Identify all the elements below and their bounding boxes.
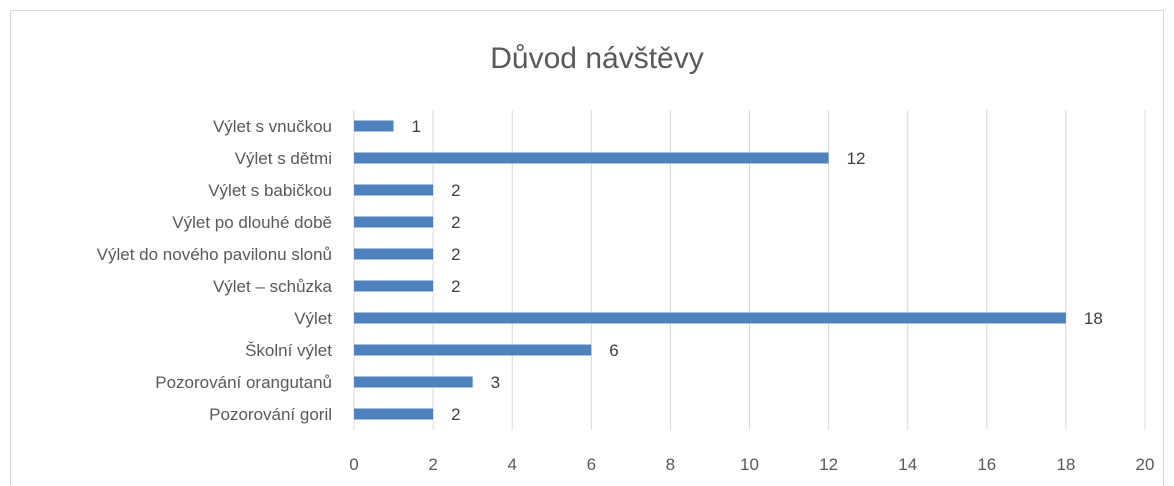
x-tick-label-8: 8 [666, 455, 675, 474]
x-tick-label-20: 20 [1136, 455, 1155, 474]
bar-9 [354, 376, 473, 388]
x-tick-label-10: 10 [740, 455, 759, 474]
bar-3 [354, 184, 434, 196]
bar-6 [354, 280, 434, 292]
x-tick-label-16: 16 [977, 455, 996, 474]
category-label-2: Výlet s dětmi [235, 149, 332, 168]
x-tick-label-2: 2 [428, 455, 437, 474]
bar-1 [354, 120, 394, 132]
data-label-10: 2 [451, 405, 460, 424]
x-tick-label-6: 6 [587, 455, 596, 474]
data-label-2: 12 [847, 149, 866, 168]
category-label-10: Pozorování goril [209, 405, 332, 424]
category-label-5: Výlet do nového pavilonu slonů [97, 245, 332, 264]
data-label-9: 3 [491, 373, 500, 392]
data-label-5: 2 [451, 245, 460, 264]
category-labels: Výlet s vnučkou Výlet s dětmi Výlet s babi… [97, 117, 333, 424]
chart-title: Důvod návštěvy [490, 42, 703, 75]
bar-7 [354, 312, 1066, 324]
category-label-3: Výlet s babičkou [208, 181, 332, 200]
value-labels: 1 12 2 2 2 2 18 6 3 2 [412, 117, 1103, 424]
bar-8 [354, 344, 592, 356]
bar-2 [354, 152, 829, 164]
data-label-4: 2 [451, 213, 460, 232]
category-label-6: Výlet – schůzka [213, 277, 333, 296]
data-label-7: 18 [1084, 309, 1103, 328]
data-label-3: 2 [451, 181, 460, 200]
x-tick-label-0: 0 [349, 455, 358, 474]
x-tick-label-4: 4 [507, 455, 516, 474]
x-axis-tick-labels: 0 2 4 6 8 10 12 14 16 18 20 [349, 455, 1154, 474]
bar-10 [354, 408, 434, 420]
category-label-8: Školní výlet [245, 341, 332, 360]
x-tick-label-14: 14 [898, 455, 917, 474]
category-label-4: Výlet po dlouhé době [172, 213, 332, 232]
bar-5 [354, 248, 434, 260]
data-label-8: 6 [609, 341, 618, 360]
data-label-1: 1 [412, 117, 421, 136]
bar-4 [354, 216, 434, 228]
chart-frame [10, 10, 1164, 486]
data-label-6: 2 [451, 277, 460, 296]
x-tick-label-18: 18 [1056, 455, 1075, 474]
category-label-7: Výlet [294, 309, 332, 328]
bars [354, 120, 1066, 420]
category-label-1: Výlet s vnučkou [213, 117, 332, 136]
category-label-9: Pozorování orangutanů [155, 373, 332, 392]
x-tick-label-12: 12 [819, 455, 838, 474]
